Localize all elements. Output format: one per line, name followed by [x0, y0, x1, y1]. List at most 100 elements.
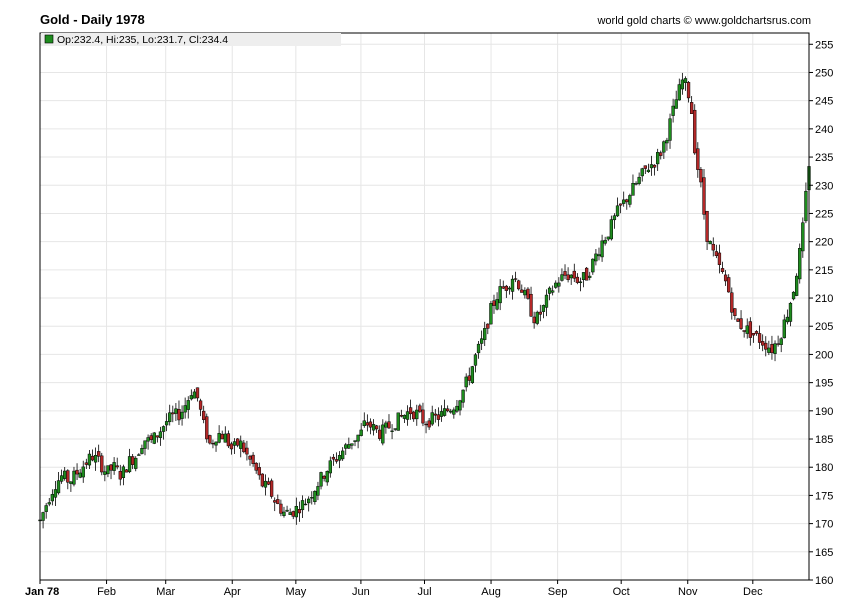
candle-down — [236, 438, 240, 446]
candle-up — [310, 497, 314, 499]
candle-down — [433, 413, 437, 416]
candle-up — [646, 169, 651, 173]
candle-down — [269, 480, 274, 497]
candle-down — [538, 311, 542, 315]
candle-up — [609, 219, 613, 240]
x-tick-label: Nov — [678, 586, 698, 598]
candle-down — [202, 410, 206, 420]
candle-down — [517, 280, 521, 290]
candle-down — [702, 177, 706, 215]
candle-up — [72, 470, 76, 485]
candle-up — [804, 190, 808, 222]
candle-down — [248, 455, 252, 460]
y-tick-label: 215 — [815, 265, 833, 277]
candle-down — [563, 271, 567, 276]
candle-down — [84, 462, 88, 465]
candle-down — [242, 442, 246, 453]
candle-down — [714, 251, 718, 256]
candle-up — [551, 290, 555, 293]
candle-up — [779, 338, 783, 345]
candle-up — [359, 429, 363, 436]
candle-down — [115, 465, 119, 468]
candle-down — [195, 387, 200, 399]
candle-up — [263, 480, 268, 488]
candle-up — [189, 395, 193, 400]
candle-up — [158, 431, 163, 438]
candle-up — [415, 409, 419, 420]
candle-up — [476, 343, 481, 354]
candle-up — [81, 466, 85, 478]
candle-up — [458, 400, 462, 411]
candle-up — [56, 480, 61, 494]
candle-down — [322, 475, 326, 479]
candle-down — [492, 300, 496, 306]
candle-up — [473, 354, 478, 366]
candle-up — [396, 412, 400, 431]
candle-up — [680, 79, 685, 90]
candle-down — [171, 412, 175, 415]
grid-layer — [39, 33, 809, 581]
candle-up — [588, 275, 592, 278]
candle-up — [217, 433, 221, 443]
x-tick-label: Jul — [417, 586, 431, 598]
candle-up — [402, 414, 407, 419]
candle-down — [436, 414, 441, 420]
candle-down — [529, 293, 533, 317]
candle-up — [239, 440, 243, 449]
y-tick-label: 195 — [815, 378, 833, 390]
candle-down — [334, 459, 339, 462]
candle-up — [384, 422, 388, 428]
candle-up — [106, 465, 110, 475]
candle-down — [717, 252, 722, 265]
candle-up — [470, 366, 475, 384]
y-tick-label: 240 — [815, 124, 833, 136]
candle-up — [350, 443, 354, 446]
candle-down — [761, 341, 765, 346]
candle-up — [634, 183, 638, 185]
candle-up — [615, 205, 620, 217]
candle-down — [155, 435, 160, 438]
candle-down — [764, 342, 768, 350]
candle-up — [313, 491, 317, 503]
candle-down — [572, 270, 576, 279]
candle-down — [736, 318, 740, 322]
y-tick-label: 255 — [815, 39, 833, 51]
candle-down — [149, 435, 153, 440]
candle-down — [520, 289, 524, 293]
y-tick-label: 185 — [815, 434, 833, 446]
candle-down — [90, 455, 95, 461]
candle-up — [393, 428, 397, 430]
candle-up — [78, 472, 82, 478]
y-tick-label: 245 — [815, 96, 833, 108]
candle-up — [523, 290, 527, 296]
candle-down — [118, 471, 122, 480]
candle-down — [260, 473, 265, 487]
candle-down — [532, 316, 536, 324]
candle-down — [205, 416, 209, 440]
candle-down — [257, 467, 261, 476]
candle-down — [368, 421, 373, 428]
candle-down — [374, 425, 379, 430]
candle-down — [584, 267, 589, 281]
candle-up — [791, 291, 796, 300]
candle-up — [554, 282, 558, 288]
candle-down — [387, 421, 391, 429]
candle-up — [560, 274, 564, 281]
candle-up — [232, 441, 237, 446]
candle-down — [504, 285, 508, 291]
candle-up — [285, 509, 289, 512]
candle-down — [331, 456, 336, 460]
candle-up — [464, 376, 468, 388]
candle-up — [603, 239, 607, 244]
y-tick-label: 220 — [815, 237, 833, 249]
candle-down — [526, 288, 530, 299]
x-tick-label: Feb — [97, 586, 116, 598]
candle-down — [131, 456, 135, 465]
candle-up — [662, 141, 666, 153]
candle-up — [640, 168, 644, 177]
candle-up — [578, 281, 583, 283]
candle-down — [273, 500, 277, 503]
candle-up — [489, 303, 493, 325]
candle-up — [214, 441, 218, 446]
candle-down — [720, 268, 725, 272]
